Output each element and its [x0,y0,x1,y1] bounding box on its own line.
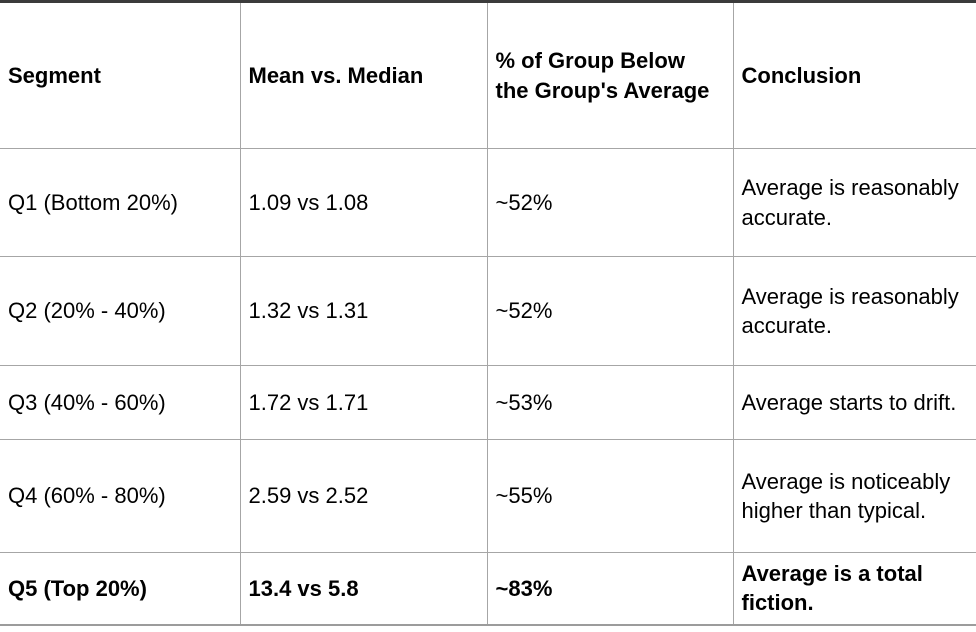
table-row: Q5 (Top 20%) 13.4 vs 5.8 ~83% Average is… [0,552,976,625]
mean-vs-median-cell: 1.72 vs 1.71 [240,365,488,440]
column-header-segment: Segment [0,1,241,149]
table-row: Q2 (20% - 40%) 1.32 vs 1.31 ~52% Average… [0,256,976,366]
pct-below-average-cell: ~53% [487,365,734,440]
mean-vs-median-cell: 1.09 vs 1.08 [240,148,488,257]
segment-cell: Q3 (40% - 60%) [0,365,241,440]
table-row: Q1 (Bottom 20%) 1.09 vs 1.08 ~52% Averag… [0,148,976,257]
conclusion-cell: Average is reasonably accurate. [733,256,976,366]
segment-cell: Q5 (Top 20%) [0,552,241,625]
segment-cell: Q2 (20% - 40%) [0,256,241,366]
pct-below-average-cell: ~52% [487,148,734,257]
table-row: Q3 (40% - 60%) 1.72 vs 1.71 ~53% Average… [0,365,976,440]
column-header-pct-below-average: % of Group Below the Group's Average [487,1,734,149]
table-row: Q4 (60% - 80%) 2.59 vs 2.52 ~55% Average… [0,439,976,553]
conclusion-cell: Average is noticeably higher than typica… [733,439,976,553]
segment-cell: Q4 (60% - 80%) [0,439,241,553]
mean-vs-median-cell: 1.32 vs 1.31 [240,256,488,366]
mean-vs-median-cell: 13.4 vs 5.8 [240,552,488,625]
mean-vs-median-cell: 2.59 vs 2.52 [240,439,488,553]
pct-below-average-cell: ~52% [487,256,734,366]
column-header-conclusion: Conclusion [733,1,976,149]
segment-cell: Q1 (Bottom 20%) [0,148,241,257]
conclusion-cell: Average starts to drift. [733,365,976,440]
conclusion-cell: Average is reasonably accurate. [733,148,976,257]
column-header-mean-vs-median: Mean vs. Median [240,1,488,149]
pct-below-average-cell: ~55% [487,439,734,553]
pct-below-average-cell: ~83% [487,552,734,625]
table-header-row: Segment Mean vs. Median % of Group Below… [0,1,976,149]
conclusion-cell: Average is a total fiction. [733,552,976,625]
